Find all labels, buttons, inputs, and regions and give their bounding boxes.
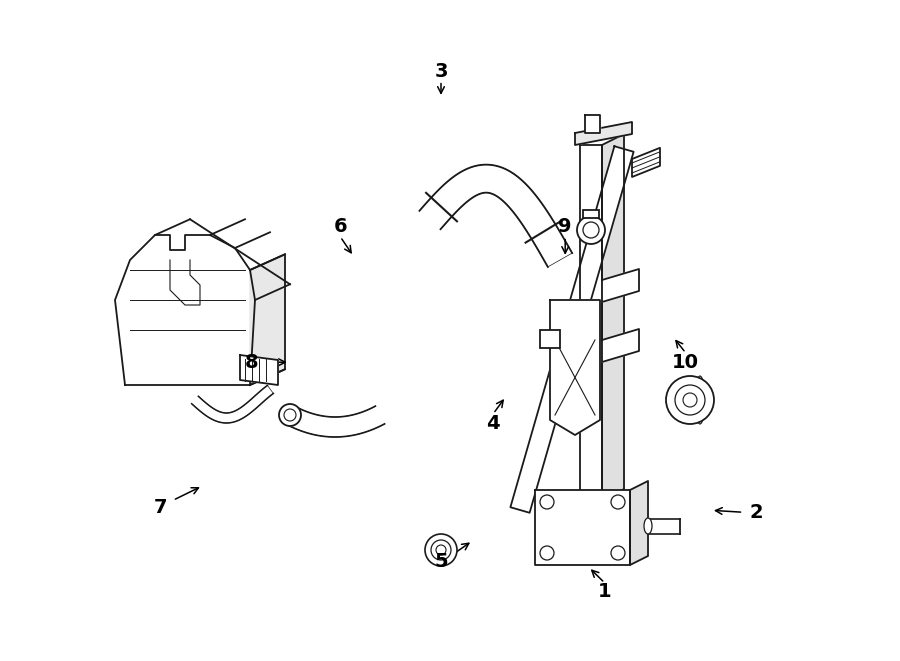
Text: 3: 3 (434, 62, 448, 81)
Text: 8: 8 (245, 353, 259, 371)
Bar (583, 210, 599, 218)
Circle shape (611, 495, 625, 509)
Polygon shape (115, 235, 255, 385)
Polygon shape (419, 165, 572, 267)
Circle shape (279, 404, 301, 426)
Polygon shape (602, 329, 639, 362)
Ellipse shape (695, 376, 705, 424)
Text: 6: 6 (333, 217, 347, 235)
Circle shape (577, 216, 605, 244)
Polygon shape (602, 269, 639, 302)
Polygon shape (585, 115, 600, 133)
Polygon shape (630, 481, 648, 565)
Polygon shape (580, 145, 602, 500)
Polygon shape (602, 134, 624, 500)
Circle shape (583, 222, 599, 238)
Text: 2: 2 (749, 503, 763, 522)
Circle shape (436, 545, 446, 555)
Circle shape (666, 376, 714, 424)
Polygon shape (550, 300, 600, 435)
Polygon shape (632, 148, 660, 177)
Text: 4: 4 (486, 414, 500, 432)
Text: 1: 1 (598, 582, 612, 601)
Polygon shape (510, 146, 634, 513)
Circle shape (611, 546, 625, 560)
Polygon shape (535, 490, 630, 565)
Polygon shape (250, 254, 285, 385)
Circle shape (425, 534, 457, 566)
Circle shape (540, 546, 554, 560)
Ellipse shape (644, 518, 652, 534)
Circle shape (431, 540, 451, 560)
Bar (540, 330, 560, 348)
Polygon shape (575, 122, 632, 145)
Circle shape (683, 393, 697, 407)
Circle shape (540, 495, 554, 509)
Polygon shape (240, 355, 278, 385)
Polygon shape (285, 406, 384, 437)
Text: 10: 10 (672, 353, 699, 371)
Text: 5: 5 (434, 553, 448, 571)
Circle shape (675, 385, 705, 415)
Text: 9: 9 (558, 217, 572, 235)
Polygon shape (192, 385, 274, 423)
Circle shape (284, 409, 296, 421)
Text: 7: 7 (153, 498, 167, 517)
